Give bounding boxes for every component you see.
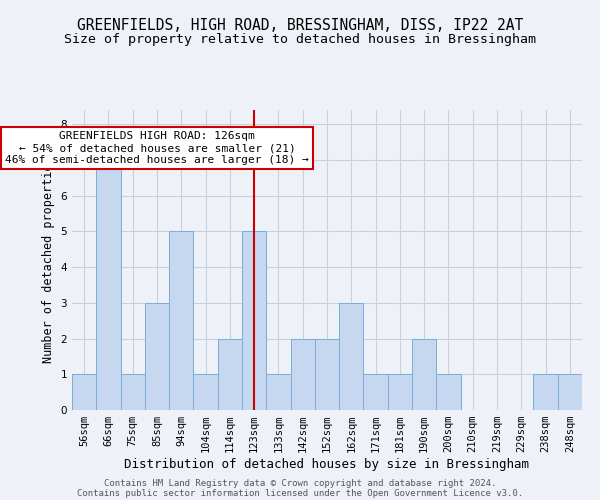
Bar [169,232,193,410]
Bar [364,374,388,410]
Text: GREENFIELDS HIGH ROAD: 126sqm
← 54% of detached houses are smaller (21)
46% of s: GREENFIELDS HIGH ROAD: 126sqm ← 54% of d… [5,132,309,164]
Text: Contains public sector information licensed under the Open Government Licence v3: Contains public sector information licen… [77,488,523,498]
Bar [290,338,315,410]
Text: Contains HM Land Registry data © Crown copyright and database right 2024.: Contains HM Land Registry data © Crown c… [104,478,496,488]
Bar [315,338,339,410]
Bar [145,303,169,410]
Bar [339,303,364,410]
X-axis label: Distribution of detached houses by size in Bressingham: Distribution of detached houses by size … [125,458,530,471]
Bar [558,374,582,410]
Bar [218,338,242,410]
Bar [72,374,96,410]
Bar [533,374,558,410]
Bar [193,374,218,410]
Bar [266,374,290,410]
Bar [388,374,412,410]
Bar [242,232,266,410]
Y-axis label: Number of detached properties: Number of detached properties [42,156,55,364]
Bar [412,338,436,410]
Bar [121,374,145,410]
Bar [96,160,121,410]
Text: GREENFIELDS, HIGH ROAD, BRESSINGHAM, DISS, IP22 2AT: GREENFIELDS, HIGH ROAD, BRESSINGHAM, DIS… [77,18,523,32]
Bar [436,374,461,410]
Text: Size of property relative to detached houses in Bressingham: Size of property relative to detached ho… [64,32,536,46]
